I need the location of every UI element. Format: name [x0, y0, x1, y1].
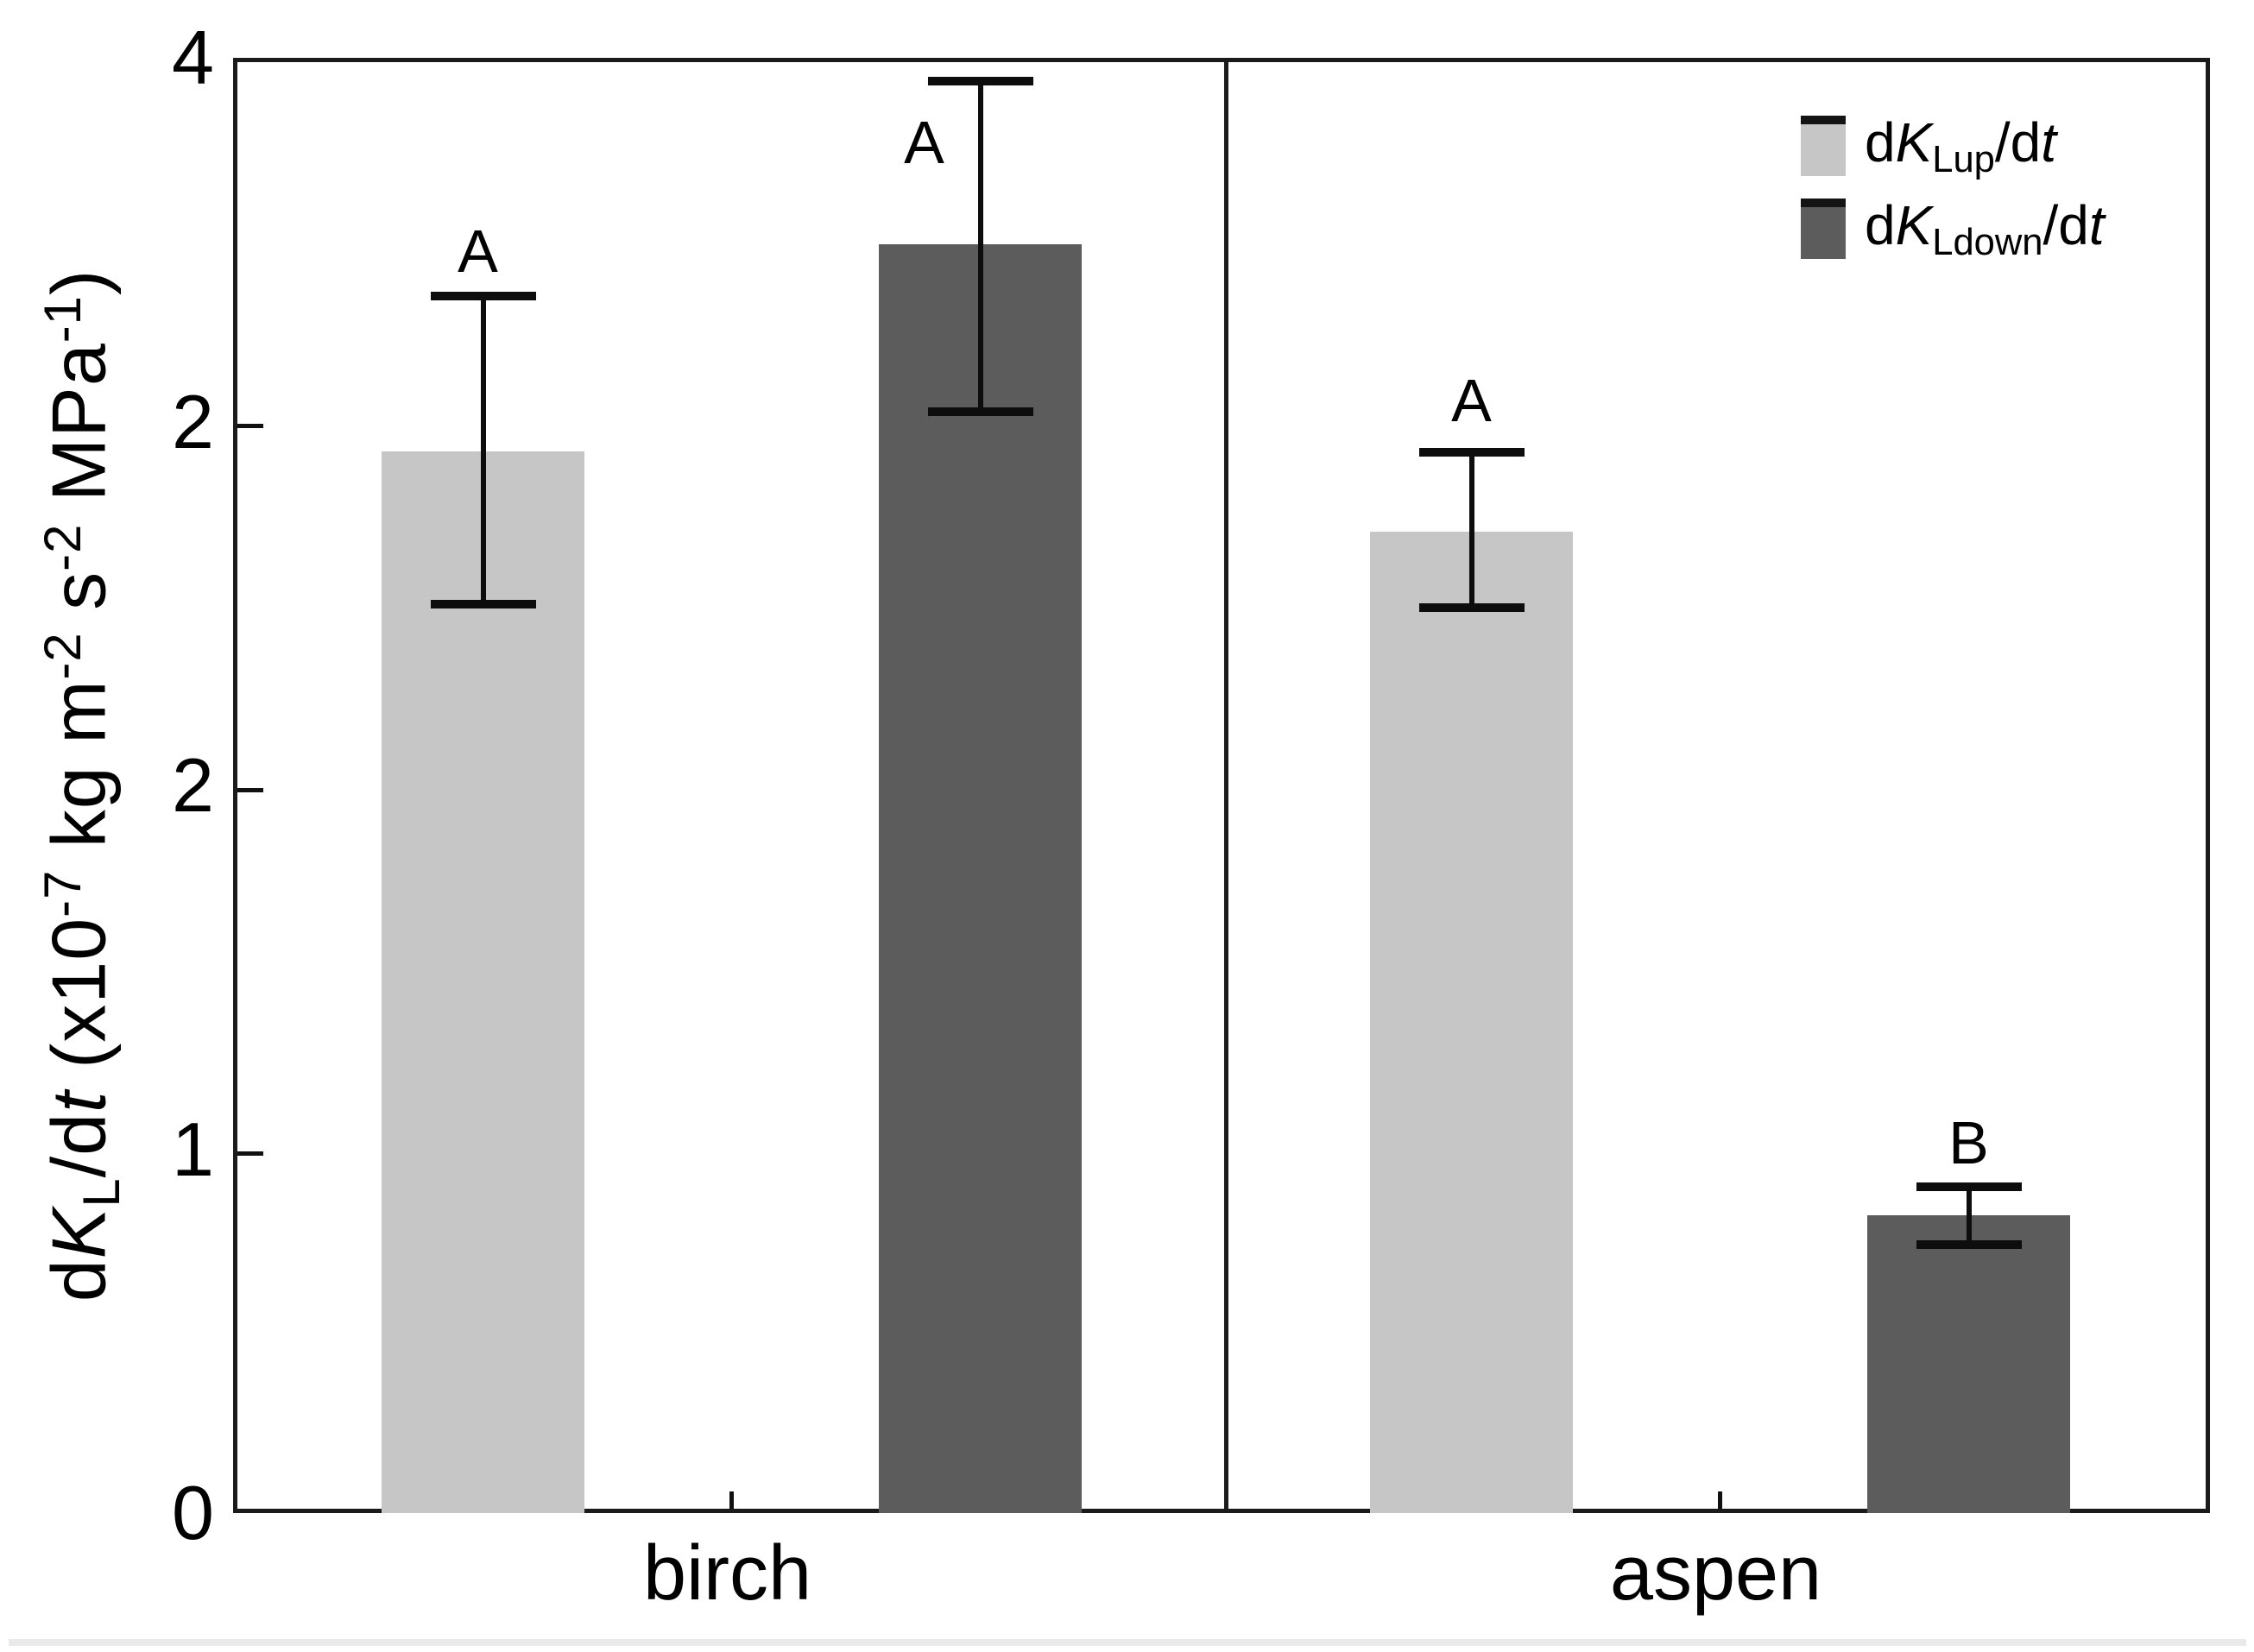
- text-segment: -7: [33, 869, 92, 917]
- y-tick-label: 0: [172, 1470, 214, 1555]
- y-tick-label: 1: [172, 1106, 214, 1192]
- y-tick-label: 4: [172, 15, 214, 100]
- error-bar-line: [977, 80, 983, 412]
- text-segment: t: [2041, 110, 2057, 173]
- legend: dKLup/dt dKLdown/dt: [1801, 111, 2105, 281]
- text-segment: d: [1865, 193, 1896, 256]
- text-segment: K: [1895, 193, 1933, 256]
- y-tick-label: 2: [172, 378, 214, 464]
- x-axis-tick: [1718, 1491, 1722, 1509]
- legend-item-1: dKLdown/dt: [1801, 194, 2105, 263]
- y-axis-tick: [237, 1151, 263, 1156]
- y-axis-tick: [237, 424, 263, 428]
- legend-swatch-1: [1801, 199, 1846, 259]
- text-segment: -2: [33, 632, 92, 680]
- bar-aspen-1: [1867, 1215, 2070, 1513]
- bar-aspen-0: [1370, 531, 1573, 1513]
- error-bar-cap-top: [1916, 1182, 2022, 1192]
- x-axis-tick: [729, 1491, 734, 1509]
- error-bar-cap-top: [927, 77, 1033, 86]
- error-bar-cap-bottom: [1916, 1239, 2022, 1249]
- error-bar-line: [1966, 1186, 1972, 1245]
- significance-letter: A: [904, 108, 944, 176]
- text-segment: d: [35, 1258, 122, 1302]
- text-segment: -1: [33, 295, 92, 344]
- text-segment: s: [35, 571, 122, 633]
- legend-swatch-0: [1801, 116, 1846, 176]
- text-segment: Ldown: [1932, 222, 2043, 264]
- error-bar-cap-bottom: [1418, 603, 1525, 613]
- text-segment: (x10: [35, 917, 122, 1091]
- legend-label-1: dKLdown/dt: [1865, 193, 2105, 264]
- error-bar-cap-top: [430, 291, 536, 300]
- text-segment: t: [2088, 193, 2105, 256]
- text-segment: ): [35, 268, 122, 296]
- text-segment: Lup: [1932, 139, 1995, 181]
- text-segment: /d: [2042, 193, 2089, 256]
- error-bar-cap-top: [1418, 448, 1525, 457]
- y-tick-label: 2: [172, 742, 214, 828]
- significance-letter: B: [1948, 1108, 1989, 1176]
- category-label-aspen: aspen: [1609, 1530, 1822, 1617]
- text-segment: /d: [1994, 110, 2042, 173]
- legend-item-0: dKLup/dt: [1801, 111, 2105, 180]
- plot-area: A A A B: [233, 58, 2210, 1513]
- error-bar-cap-bottom: [927, 407, 1033, 416]
- text-segment: K: [1895, 110, 1933, 173]
- text-segment: d: [1865, 110, 1896, 173]
- bar-birch-1: [879, 243, 1082, 1513]
- text-segment: K: [35, 1207, 122, 1259]
- legend-label-0: dKLup/dt: [1865, 110, 2056, 181]
- bar-birch-0: [382, 451, 584, 1513]
- text-segment: -2: [33, 523, 92, 571]
- panel-divider: [1224, 62, 1228, 1509]
- significance-letter: A: [1451, 366, 1492, 434]
- error-bar-line: [1468, 451, 1474, 608]
- category-label-birch: birch: [642, 1530, 812, 1617]
- significance-letter: A: [458, 218, 498, 286]
- page-bottom-rule: [9, 1639, 2246, 1646]
- error-bar-line: [480, 294, 486, 605]
- y-axis-tick: [237, 787, 263, 792]
- error-bar-cap-bottom: [430, 600, 536, 609]
